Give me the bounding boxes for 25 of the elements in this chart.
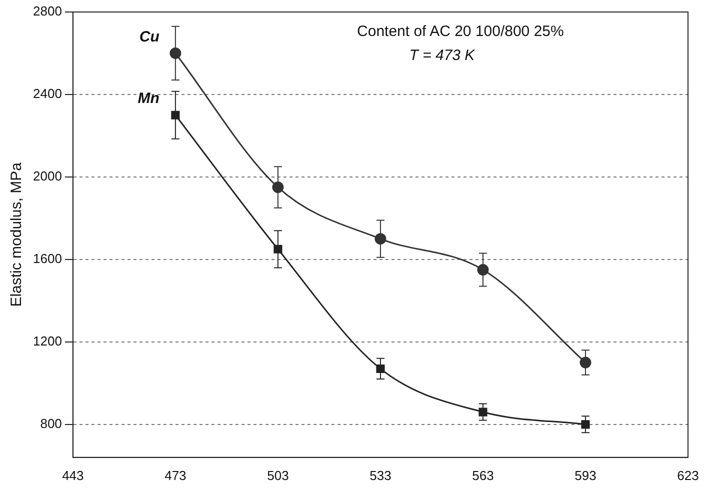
y-tick-label: 1600 [33,251,62,266]
point [478,408,488,416]
x-tick-label: 533 [370,468,392,483]
y-tick-label: 1200 [33,334,62,349]
y-tick-label: 2800 [33,4,62,19]
x-tick-label: 623 [677,468,699,483]
point [477,264,489,276]
annotation: T = 473 K [409,47,476,64]
point [374,233,386,245]
x-tick-label: 473 [164,468,186,483]
annotation: Content of AC 20 100/800 25% [357,23,564,40]
y-tick-label: 2400 [33,86,62,102]
x-tick-label: 563 [472,468,494,483]
point [580,356,592,368]
point [272,182,284,194]
series-label: Mn [138,90,160,108]
point [581,420,590,429]
y-axis-title: Elastic modulus, MPa [8,162,26,307]
y-tick-label: 800 [40,416,62,431]
series-label: Cu [139,28,160,46]
x-tick-label: 593 [574,468,596,483]
x-tick-label: 443 [62,468,84,483]
y-tick-label: 2000 [33,168,62,184]
point [170,47,182,59]
x-tick-label: 503 [267,468,289,483]
